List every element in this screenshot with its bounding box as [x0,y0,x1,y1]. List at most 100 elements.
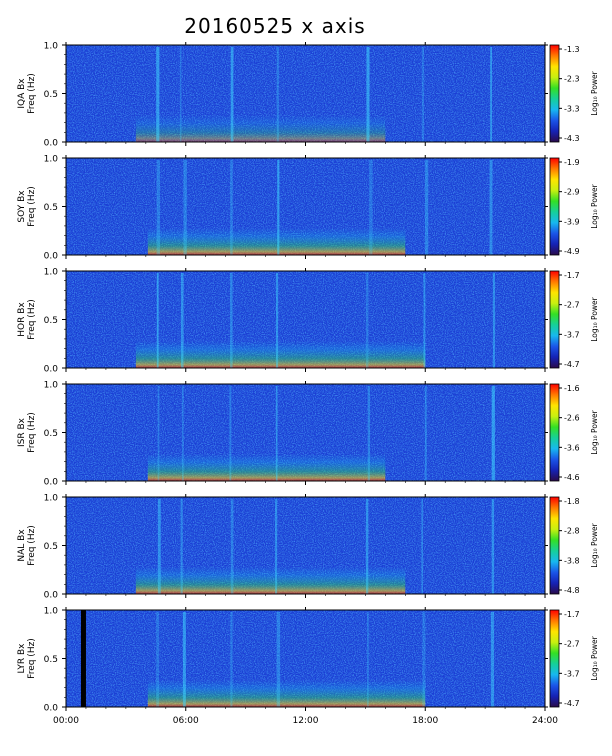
x-tick-label: 18:00 [412,716,438,726]
colorbar-label: Log₁₀ Power [590,635,599,680]
spectral-streak [229,386,232,481]
y-axis-label-freq: Freq (Hz) [27,73,37,114]
colorbar-tick-label: -2.7 [564,301,580,310]
y-tick-label: 0.5 [44,655,58,665]
y-tick-label: 1.0 [44,494,59,504]
spectral-streak [366,47,370,142]
spectral-streak [369,160,373,255]
y-tick-label: 0.5 [44,90,58,100]
spectral-streak [276,612,281,707]
y-axis-label-station: ISR Bx [17,417,27,447]
spectral-streak [490,612,494,707]
spectral-streak [489,160,493,255]
low-frequency-band [135,340,426,368]
colorbar-label: Log₁₀ Power [590,296,599,341]
colorbar [549,44,560,143]
spectral-streak [423,273,426,368]
spectral-streak [183,160,187,255]
colorbar-tick-label: -2.8 [564,527,580,536]
spectral-streak [365,499,369,594]
y-tick-label: 0.0 [44,704,59,714]
y-axis-label-freq: Freq (Hz) [27,299,37,340]
colorbar-tick-label: -1.3 [564,45,580,54]
data-gap [80,610,86,707]
spectral-streak [179,47,182,142]
y-tick-label: 0.0 [44,591,59,601]
spectral-streak [230,612,233,707]
colorbar [549,609,560,708]
spectral-streak [424,386,427,481]
colorbar-label: Log₁₀ Power [590,183,599,228]
low-frequency-band [135,566,406,594]
spectral-streak [156,47,160,142]
spectral-streak [490,47,493,142]
y-tick-label: 0.5 [44,542,58,552]
low-frequency-band [147,227,406,255]
spectral-streak [230,499,234,594]
y-tick-label: 0.0 [44,478,59,488]
spectral-streak [421,47,425,142]
spectral-streak [491,386,495,481]
colorbar [549,383,560,482]
spectral-streak [424,160,429,255]
spectral-streak [180,273,184,368]
colorbar [549,157,560,256]
colorbar-tick-label: -3.7 [564,330,580,339]
y-tick-label: 0.0 [44,139,59,149]
spectral-streak [275,386,278,481]
y-tick-label: 1.0 [44,607,59,617]
y-tick-label: 0.5 [44,429,58,439]
spectral-streak [156,612,160,707]
spectral-streak [157,386,160,481]
y-axis-label-freq: Freq (Hz) [27,638,37,679]
y-axis-label-station: LYR Bx [17,643,27,674]
chart-title: 20160525 x axis [184,14,366,38]
y-tick-label: 0.5 [44,316,58,326]
spectral-streak [180,499,183,594]
spectral-streak [181,386,184,481]
spectral-streak [365,273,369,368]
colorbar-tick-label: -1.6 [564,384,580,393]
spectral-streak [156,160,160,255]
low-frequency-band [135,114,386,142]
y-tick-label: 1.0 [44,42,59,52]
colorbar-tick-label: -4.7 [564,360,580,369]
colorbar-tick-label: -4.9 [564,247,580,256]
spectral-streak [491,499,495,594]
colorbar-tick-label: -2.9 [564,188,580,197]
colorbar-tick-label: -3.7 [564,669,580,678]
spectral-streak [230,160,233,255]
colorbar [549,496,560,595]
colorbar-tick-label: -4.3 [564,134,580,143]
spectral-streak [367,386,371,481]
colorbar-tick-label: -3.3 [564,104,580,113]
colorbar-tick-label: -3.9 [564,217,580,226]
panel-iqa: 0.0 0.5 1.0 IQA Bx Freq (Hz) -1.3 -2.3 -3.3 -4.3… [17,42,599,149]
y-axis-label-freq: Freq (Hz) [27,412,37,453]
spectral-streak [276,47,279,142]
colorbar-tick-label: -2.6 [564,414,580,423]
colorbar-tick-label: -1.7 [564,271,580,280]
colorbar-label: Log₁₀ Power [590,409,599,454]
colorbar-tick-label: -4.8 [564,586,580,595]
low-frequency-band [147,453,386,481]
spectral-streak [367,612,369,707]
x-tick-label: 24:00 [532,716,558,726]
colorbar-tick-label: -4.6 [564,473,580,482]
colorbar-tick-label: -3.6 [564,443,580,452]
colorbar-label: Log₁₀ Power [590,70,599,115]
spectral-streak [275,499,278,594]
colorbar-tick-label: -1.7 [564,610,580,619]
spectral-streak [492,273,496,368]
y-axis-label-station: IQA Bx [17,78,27,109]
spectral-streak [230,47,234,142]
spectral-streak [422,612,426,707]
y-axis-label-station: HOR Bx [17,302,27,337]
y-axis-label-freq: Freq (Hz) [27,525,37,566]
y-tick-label: 1.0 [44,268,59,278]
y-axis-label-station: SOY Bx [17,190,27,223]
low-frequency-band [147,679,426,707]
panel-lyr: 0.0 0.5 1.0 LYR Bx Freq (Hz) -1.7 -2.7 -3.7 -4.7… [17,607,599,714]
x-tick-label: 12:00 [293,716,319,726]
